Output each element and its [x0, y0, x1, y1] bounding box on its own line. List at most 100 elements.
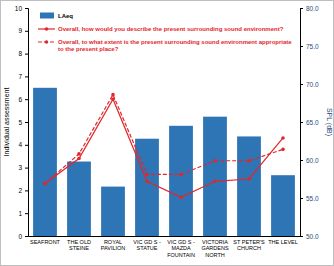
x-axis-tick: VICTORIAGARDENSNORTH [201, 236, 229, 258]
bar [67, 162, 91, 236]
legend: LAeq Overall, how would you describe the … [38, 13, 292, 53]
x-axis-tick: THE LEVEL [268, 236, 298, 245]
legend-swatch [40, 13, 54, 19]
marker [145, 173, 149, 177]
y2-axis-tick-mark [300, 84, 303, 85]
y2-axis-tick-mark [300, 198, 303, 199]
bar [135, 139, 159, 236]
y-axis-tick-label: 0 [18, 233, 22, 240]
y-axis-tick: 4 [18, 141, 28, 148]
y2-axis-tick-label: 80.0 [306, 5, 319, 12]
y-axis-tick-mark [25, 236, 28, 237]
legend-item: LAeq [40, 13, 73, 20]
x-axis-tick: THE OLDSTEINE [67, 236, 91, 251]
y-axis-tick-mark [25, 122, 28, 123]
y2-axis: 50.0 55.0 60.0 65.0 70.0 75.0 80.0 [300, 5, 319, 240]
y-axis-tick-label: 9 [18, 27, 22, 34]
y-axis-tick-mark [25, 145, 28, 146]
y-axis-tick: 8 [18, 50, 28, 57]
y-axis-tick-label: 6 [18, 96, 22, 103]
y2-axis-line [301, 9, 304, 237]
marker [247, 177, 251, 181]
x-axis-tick-label: VICTORIAGARDENSNORTH [201, 239, 229, 258]
y2-axis-tick-mark [300, 122, 303, 123]
x-axis-tick-label: ST PETER'SCHURCH [233, 239, 265, 251]
y-axis-tick: 1 [18, 210, 28, 217]
bar [237, 136, 261, 236]
y2-axis-tick: 65.0 [300, 119, 319, 126]
y2-axis-tick-label: 50.0 [306, 233, 319, 240]
y2-axis-tick-mark [300, 8, 303, 9]
bars [33, 88, 295, 236]
bar [203, 117, 227, 236]
y-axis-line [25, 9, 29, 237]
marker [179, 195, 183, 199]
y-axis-tick-label: 3 [18, 164, 22, 171]
legend-item: Overall, to what extent is the present s… [38, 39, 292, 52]
x-axis-tick-label: SEAFRONT [30, 239, 61, 245]
x-axis-tick-label: VIC GD S -STATUE [133, 239, 161, 251]
y2-axis-tick-mark [300, 160, 303, 161]
y-axis-tick: 7 [18, 73, 28, 80]
y2-axis-tick-label: 75.0 [306, 43, 319, 50]
plot-area [33, 88, 295, 236]
y2-axis-tick: 80.0 [300, 5, 319, 12]
y-axis-tick-label: 10 [15, 5, 23, 12]
y2-axis-tick-label: 55.0 [306, 195, 319, 202]
y2-axis-tick: 50.0 [300, 233, 319, 240]
x-axis-line [29, 236, 301, 237]
y-axis-tick-mark [25, 31, 28, 32]
frame [1, 1, 334, 266]
markers [43, 97, 285, 199]
y-axis-tick-mark [25, 76, 28, 77]
marker [247, 159, 251, 163]
y-axis-tick: 2 [18, 187, 28, 194]
x-axis-tick-label: ROYALPAVILION [101, 239, 126, 251]
bar [169, 126, 193, 236]
y-axis-tick-mark [25, 190, 28, 191]
y2-axis-tick-label: 60.0 [306, 157, 319, 164]
y-axis-tick-label: 1 [18, 210, 22, 217]
y-axis-tick: 5 [18, 119, 28, 126]
legend-item: Overall, how would you describe the pres… [38, 26, 284, 32]
y2-axis-tick: 75.0 [300, 43, 319, 50]
y-axis-tick-label: 2 [18, 187, 22, 194]
x-axis-tick-label: VIC GD S -MAZDAFOUNTAIN [167, 239, 195, 258]
y-axis-tick-label: 4 [18, 141, 22, 148]
line [45, 95, 283, 184]
y-axis-tick: 9 [18, 27, 28, 34]
legend-label: LAeq [58, 13, 73, 19]
markers [43, 93, 285, 186]
y-axis-tick-mark [25, 8, 28, 9]
line [45, 99, 283, 197]
y-axis-tick-mark [25, 168, 28, 169]
marker [43, 182, 47, 186]
y-axis-tick-mark [25, 54, 28, 55]
legend-marker [45, 27, 49, 31]
legend-marker [45, 40, 49, 44]
y2-axis-tick: 70.0 [300, 81, 319, 88]
y2-axis-tick-label: 70.0 [306, 81, 319, 88]
bar [271, 175, 295, 236]
x-axis-tick-label: THE LEVEL [268, 239, 298, 245]
y-axis-tick-label: 8 [18, 50, 22, 57]
bar [33, 88, 57, 236]
marker [145, 179, 149, 183]
y-axis-tick: 6 [18, 96, 28, 103]
y-axis-tick-label: 7 [18, 73, 22, 80]
marker [77, 157, 81, 161]
y2-axis-tick-mark [300, 46, 303, 47]
marker [179, 173, 183, 177]
x-axis-tick: VIC GD S -STATUE [133, 236, 161, 251]
y-axis-tick: 0 [18, 233, 28, 240]
x-axis-tick-label: THE OLDSTEINE [67, 239, 91, 251]
y2-axis-tick: 60.0 [300, 157, 319, 164]
y-axis-tick: 3 [18, 164, 28, 171]
y2-axis-tick: 55.0 [300, 195, 319, 202]
chart: 0 1 2 3 4 5 6 7 8 9 10 50.0 55.0 60.0 65.0 70.0 75.0 80.0… [0, 0, 334, 266]
marker [281, 136, 285, 140]
x-axis-tick: VIC GD S -MAZDAFOUNTAIN [167, 236, 195, 258]
y-axis: 0 1 2 3 4 5 6 7 8 9 10 [15, 5, 29, 240]
marker [213, 159, 217, 163]
legend-label: Overall, how would you describe the pres… [58, 26, 284, 32]
